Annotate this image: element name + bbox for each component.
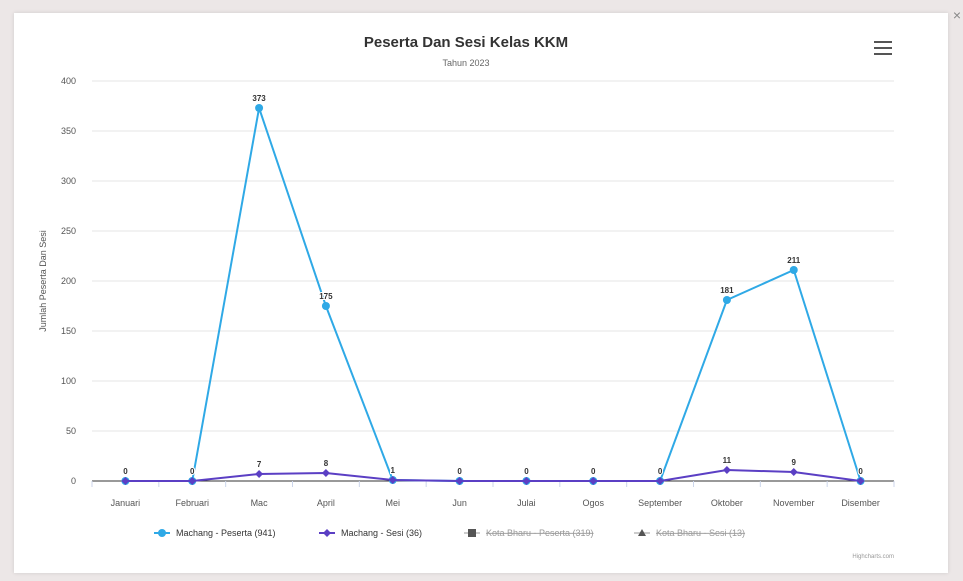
data-label: 211 xyxy=(787,256,800,265)
data-label: 0 xyxy=(457,467,462,476)
legend-marker xyxy=(158,529,166,537)
data-label: 0 xyxy=(123,467,128,476)
x-tick-label: Ogos xyxy=(582,498,604,508)
x-tick-label: Mac xyxy=(251,498,269,508)
hamburger-menu-icon[interactable] xyxy=(874,41,892,57)
y-axis-title: Jumlah Peserta Dan Sesi xyxy=(38,230,48,332)
data-point xyxy=(522,477,531,485)
series-line-1 xyxy=(125,468,861,482)
data-point xyxy=(856,477,865,485)
data-label: 0 xyxy=(591,467,596,476)
data-point xyxy=(321,302,330,310)
data-point xyxy=(188,477,197,485)
y-tick-label: 200 xyxy=(61,276,76,286)
data-point xyxy=(722,466,731,474)
x-tick-label: November xyxy=(773,498,815,508)
data-label: 0 xyxy=(524,467,529,476)
data-label: 373 xyxy=(252,94,266,103)
chart-subtitle: Tahun 2023 xyxy=(442,58,489,68)
y-tick-label: 350 xyxy=(61,126,76,136)
data-label: 181 xyxy=(720,286,734,295)
data-point xyxy=(789,266,798,274)
legend-marker xyxy=(638,529,646,536)
data-point xyxy=(722,296,731,304)
data-label: 0 xyxy=(591,467,596,476)
legend-item-label[interactable]: Machang - Sesi (36) xyxy=(341,528,422,538)
data-point xyxy=(388,476,397,484)
data-label: 0 xyxy=(190,467,195,476)
data-label: 175 xyxy=(319,292,333,301)
close-icon[interactable]: × xyxy=(952,7,961,23)
data-point xyxy=(321,469,330,477)
credits-text: Highcharts.com xyxy=(852,554,894,560)
y-tick-label: 400 xyxy=(61,76,76,86)
legend-marker xyxy=(323,529,331,537)
data-label: 1 xyxy=(391,466,396,475)
x-tick-label: Mei xyxy=(385,498,400,508)
data-label: 0 xyxy=(123,467,128,476)
series-line-0 xyxy=(125,107,862,482)
legend-item-label[interactable]: Kota Bharu - Sesi (13) xyxy=(656,528,745,538)
x-tick-label: Oktober xyxy=(711,498,743,508)
legend-item-label[interactable]: Kota Bharu - Peserta (319) xyxy=(486,528,594,538)
x-tick-label: September xyxy=(638,498,682,508)
data-label: 0 xyxy=(524,467,529,476)
x-tick-label: Januari xyxy=(111,498,141,508)
data-label: 0 xyxy=(858,467,863,476)
x-tick-label: Disember xyxy=(841,498,880,508)
y-tick-label: 50 xyxy=(66,426,76,436)
data-label: 9 xyxy=(792,458,797,467)
y-tick-label: 300 xyxy=(61,176,76,186)
data-point xyxy=(789,468,798,476)
legend-marker xyxy=(468,529,476,537)
chart-title: Peserta Dan Sesi Kelas KKM xyxy=(364,34,568,51)
data-label: 7 xyxy=(257,460,262,469)
data-point xyxy=(255,470,264,478)
data-point xyxy=(656,477,665,485)
x-tick-label: Julai xyxy=(517,498,536,508)
data-point xyxy=(121,477,130,485)
data-label: 11 xyxy=(723,456,732,465)
data-point xyxy=(589,477,598,485)
legend-item-label[interactable]: Machang - Peserta (941) xyxy=(176,528,276,538)
data-label: 0 xyxy=(858,467,863,476)
data-label: 0 xyxy=(658,467,663,476)
data-label: 0 xyxy=(457,467,462,476)
x-tick-label: April xyxy=(317,498,335,508)
data-point xyxy=(455,477,464,485)
y-tick-label: 250 xyxy=(61,226,76,236)
data-label: 8 xyxy=(324,459,329,468)
y-tick-label: 0 xyxy=(71,476,76,486)
data-label: 1 xyxy=(391,466,396,475)
x-tick-label: Jun xyxy=(452,498,467,508)
x-tick-label: Februari xyxy=(175,498,209,508)
y-tick-label: 150 xyxy=(61,326,76,336)
data-point xyxy=(255,104,264,112)
data-label: 0 xyxy=(190,467,195,476)
line-chart: Peserta Dan Sesi Kelas KKM Tahun 2023 0 50 1… xyxy=(38,34,895,560)
y-tick-label: 100 xyxy=(61,376,76,386)
data-label: 0 xyxy=(658,467,663,476)
chart-container: Peserta Dan Sesi Kelas KKM Tahun 2023 0 50 1… xyxy=(14,13,948,573)
